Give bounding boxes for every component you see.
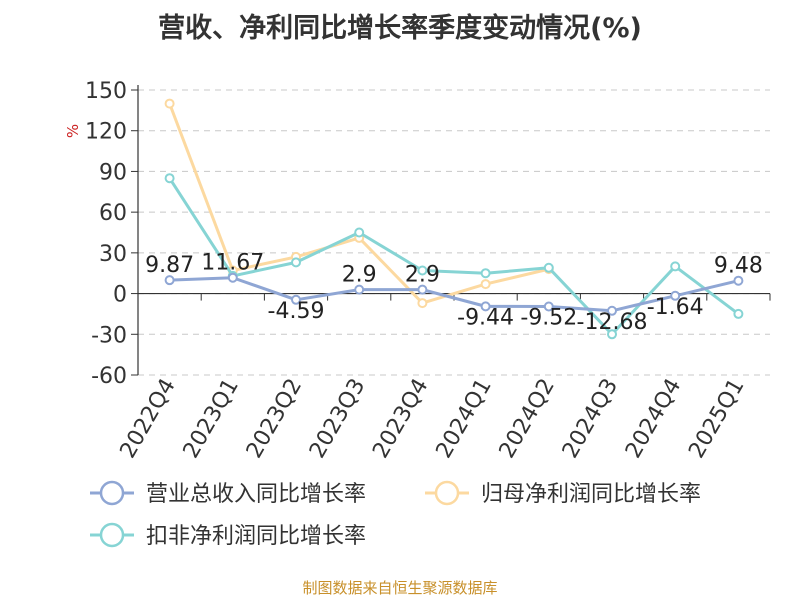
legend-marker [434, 480, 460, 506]
data-point [164, 98, 175, 109]
data-label: -12.68 [577, 310, 648, 335]
data-point [291, 294, 301, 305]
y-tick-label: 90 [99, 160, 127, 185]
y-axis-label: % [64, 124, 82, 138]
data-labels: 9.87 11.67-4.59 2.9 2.9 -9.44 -9.52 -12.68-1.6… [145, 251, 763, 335]
data-point [417, 284, 428, 295]
chart-title: 营收、净利同比增长率季度变动情况(%) [158, 13, 642, 44]
y-tick-label: 120 [85, 120, 127, 145]
data-point [543, 301, 554, 312]
series-lines [164, 98, 744, 340]
x-tick-label: 2024Q1 [431, 374, 496, 462]
data-label: -1.64 [647, 295, 704, 320]
data-label: -9.44 [457, 305, 514, 330]
x-tick-label: 2025Q1 [684, 375, 749, 463]
y-tick-labels: 150 120 90 60 30 0 -30 -60 [85, 79, 127, 389]
data-point [543, 262, 554, 273]
gridlines [138, 89, 770, 376]
data-point [164, 275, 175, 286]
data-point [480, 268, 491, 279]
legend-item: 营业总收入同比增长率 [90, 480, 366, 507]
data-point [354, 227, 365, 238]
legend-item: 扣非净利润同比增长率 [90, 522, 366, 549]
x-tick-label: 2024Q4 [621, 375, 686, 463]
x-tick-label: 2023Q3 [305, 375, 370, 463]
axes [131, 85, 771, 376]
y-tick-label: 150 [85, 79, 127, 104]
data-point [164, 173, 175, 184]
series-line [168, 177, 740, 336]
x-tick-label: 2024Q2 [495, 375, 560, 463]
legend-marker [99, 522, 125, 548]
y-tick-label: -30 [91, 323, 127, 348]
data-point [733, 275, 744, 286]
y-tick-label: 30 [99, 242, 127, 267]
data-point [670, 261, 681, 272]
data-point [291, 257, 301, 268]
data-label: 11.67 [201, 251, 264, 276]
legend-label: 归母净利润同比增长率 [481, 482, 701, 507]
legend-label: 扣非净利润同比增长率 [146, 524, 366, 549]
legend-label: 营业总收入同比增长率 [146, 482, 366, 507]
data-point [417, 298, 428, 309]
y-tick-label: -60 [91, 364, 127, 389]
data-label: 2.9 [342, 263, 377, 288]
data-source-note: 制图数据来自恒生聚源数据库 [302, 579, 498, 597]
data-label: -9.52 [520, 305, 577, 330]
data-point [607, 305, 617, 316]
y-tick-label: 60 [99, 201, 127, 226]
x-tick-label: 2023Q2 [242, 375, 307, 463]
data-point [607, 329, 617, 340]
data-point [480, 301, 491, 312]
x-tick-label: 2023Q1 [179, 375, 244, 463]
y-tick-label: 0 [113, 283, 127, 308]
legend-item: 归母净利润同比增长率 [425, 480, 701, 507]
data-point [733, 308, 744, 319]
x-tick-label: 2023Q4 [368, 375, 433, 463]
data-label: 9.48 [714, 254, 763, 279]
data-point [480, 279, 491, 290]
data-label: 9.87 [145, 253, 194, 278]
data-label: 2.9 [405, 263, 440, 288]
data-label: -4.59 [268, 299, 325, 324]
series-line [169, 276, 739, 313]
data-point [670, 290, 681, 301]
x-tick-labels: 2022Q42023Q12023Q22023Q32023Q42024Q12024… [115, 374, 749, 462]
data-point [227, 272, 238, 283]
data-point [417, 265, 428, 276]
x-tick-label: 2024Q3 [558, 375, 623, 463]
legend-marker [99, 480, 125, 506]
data-point [354, 284, 365, 295]
